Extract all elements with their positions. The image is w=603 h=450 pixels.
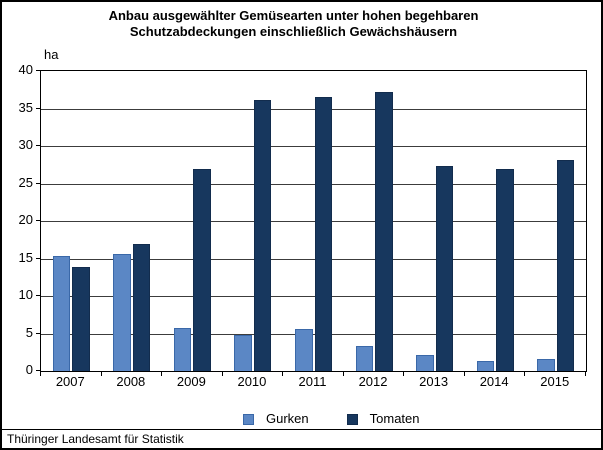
y-tick-label-20: 20 [18,212,33,227]
bar-gurken-2012 [355,345,374,371]
bar-tomaten-2013 [435,166,454,371]
legend-swatch-gurken [243,414,254,425]
x-tick-label-2015: 2015 [540,374,570,389]
x-tick-label-2008: 2008 [116,374,146,389]
y-tick-mark-10 [36,295,41,296]
x-tick-mark-4 [282,371,284,376]
chart-title-line1: Anbau ausgewählter Gemüsearten unter hoh… [108,8,479,23]
gridline-5 [41,333,586,335]
bar-tomaten-2014 [496,169,514,371]
x-tick-mark-5 [342,371,344,376]
x-tick-label-2013: 2013 [419,374,449,389]
x-tick-label-2014: 2014 [479,374,509,389]
y-tick-mark-0 [36,370,41,371]
y-tick-label-40: 40 [18,62,33,77]
bar-gurken-2007 [52,256,71,371]
y-tick-label-5: 5 [25,324,33,340]
bar-gurken-2015 [537,359,555,371]
chart-title: Anbau ausgewählter Gemüsearten unter hoh… [2,8,585,40]
x-tick-mark-8 [524,371,526,376]
y-tick-mark-35 [36,107,41,109]
bar-tomaten-2009 [193,169,211,371]
x-tick-mark-3 [221,371,223,376]
y-tick-mark-40 [36,70,41,71]
y-tick-label-0: 0 [25,362,33,377]
y-tick-label-15: 15 [18,249,33,265]
gridline-10 [41,296,586,297]
x-tick-label-2011: 2011 [298,374,327,389]
x-tick-mark-7 [463,371,465,376]
gridline-35 [41,108,586,110]
x-tick-mark-9 [585,371,586,376]
legend-item-gurken: Gurken [243,411,309,426]
legend-label-gurken: Gurken [266,411,309,426]
bar-gurken-2010 [234,335,252,371]
bar-gurken-2013 [416,354,434,371]
x-tick-mark-0 [40,371,41,376]
y-tick-label-35: 35 [18,99,33,115]
legend-label-tomaten: Tomaten [369,411,420,426]
y-tick-label-10: 10 [18,287,33,302]
bar-gurken-2008 [113,254,131,371]
x-tick-label-2012: 2012 [358,374,388,389]
gridline-20 [41,221,586,222]
x-tick-mark-1 [100,371,102,376]
y-tick-label-25: 25 [18,174,33,190]
bar-tomaten-2015 [556,159,575,371]
y-tick-mark-25 [36,182,41,184]
x-tick-label-2007: 2007 [55,374,85,389]
legend-item-tomaten: Tomaten [346,411,420,426]
x-tick-mark-2 [161,371,163,376]
bar-tomaten-2008 [132,244,151,371]
x-tick-mark-6 [403,371,405,376]
bar-tomaten-2011 [314,97,332,371]
x-tick-label-2010: 2010 [237,374,267,389]
gridline-15 [41,258,586,260]
bar-tomaten-2010 [253,100,272,371]
footer-divider [2,429,601,430]
y-tick-mark-5 [36,332,41,334]
gridline-30 [41,146,586,147]
y-tick-mark-30 [36,145,41,146]
bar-gurken-2011 [295,329,313,371]
bar-gurken-2014 [476,361,495,371]
y-axis-unit-label: ha [44,47,59,62]
legend: Gurken Tomaten [243,411,420,426]
bar-tomaten-2012 [375,92,393,371]
gridline-25 [41,183,586,185]
chart-title-line2: Schutzabdeckungen einschließlich Gewächs… [129,24,458,39]
bar-tomaten-2007 [72,266,90,371]
x-tick-label-2009: 2009 [176,374,206,389]
legend-swatch-tomaten [346,414,358,425]
y-tick-mark-20 [36,220,41,221]
source-footer: Thüringer Landesamt für Statistik [7,432,184,446]
plot-area [40,70,587,372]
bar-gurken-2009 [173,327,192,371]
y-tick-label-30: 30 [18,137,33,152]
y-tick-mark-15 [36,257,41,259]
